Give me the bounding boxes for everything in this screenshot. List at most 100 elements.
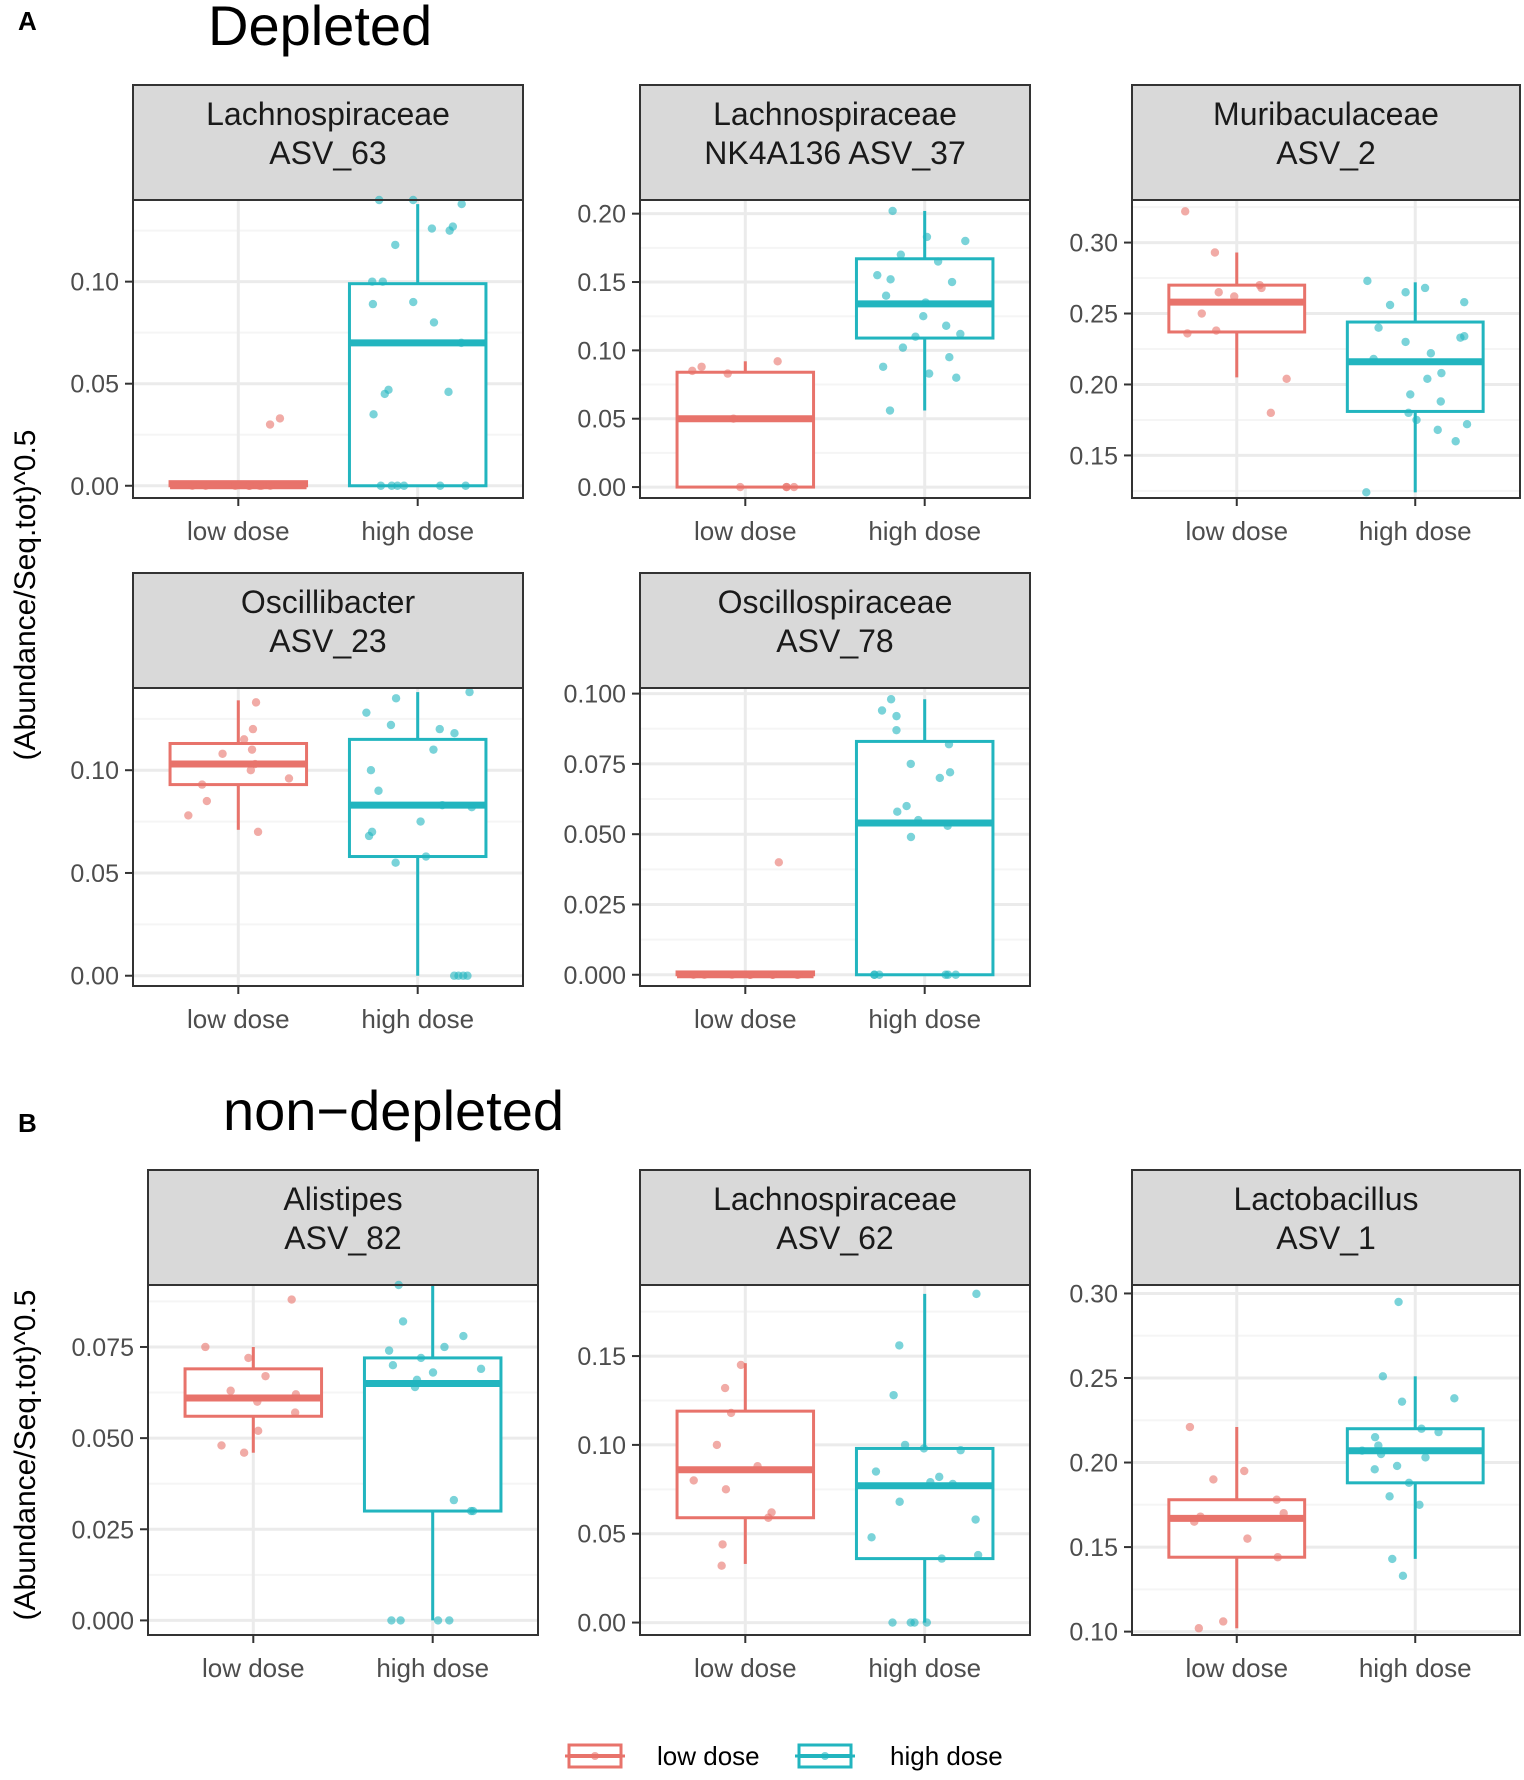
- data-point-high-dose: [1392, 1461, 1402, 1471]
- facet-strip-title-line: ASV_78: [776, 623, 893, 659]
- box-high-dose: [854, 1289, 995, 1627]
- data-point-high-dose: [368, 277, 377, 286]
- data-point-low-dose: [239, 735, 249, 744]
- box-iqr: [854, 739, 995, 977]
- data-point-high-dose: [895, 1497, 904, 1506]
- data-point-high-dose: [421, 852, 431, 861]
- data-point-low-dose: [246, 766, 256, 775]
- y-tick-label: 0.05: [70, 371, 119, 399]
- data-point-high-dose: [461, 481, 470, 490]
- data-point-high-dose: [465, 687, 474, 697]
- data-point-low-dose: [688, 366, 697, 376]
- data-point-high-dose: [972, 1289, 981, 1299]
- data-point-high-dose: [393, 481, 402, 490]
- data-point-low-dose: [266, 481, 275, 490]
- section-a-header: A Depleted (Abundance/Seq.tot)^0.5: [9, 0, 432, 760]
- y-tick-label: 0.075: [563, 751, 626, 779]
- data-point-high-dose: [398, 1317, 408, 1326]
- data-point-high-dose: [973, 1550, 983, 1560]
- data-point-high-dose: [948, 1479, 957, 1489]
- y-tick-label: 0.20: [577, 201, 626, 229]
- data-point-low-dose: [1240, 1466, 1249, 1476]
- box-high-dose: [854, 695, 995, 979]
- data-point-low-dose: [1214, 288, 1223, 297]
- y-tick-label: 0.050: [563, 821, 626, 849]
- data-point-low-dose: [226, 1386, 235, 1395]
- legend-key-point: [821, 1752, 829, 1760]
- x-tick-label: low dose: [1185, 1653, 1288, 1683]
- y-tick-label: 0.20: [1069, 1450, 1118, 1478]
- data-point-high-dose: [935, 773, 945, 783]
- plot-border: [639, 687, 1031, 987]
- y-tick-label: 0.25: [1069, 1365, 1118, 1393]
- data-point-high-dose: [943, 821, 952, 830]
- panel-letter-b: B: [18, 1108, 37, 1138]
- data-point-high-dose: [387, 1616, 396, 1625]
- data-point-high-dose: [409, 297, 418, 307]
- data-point-low-dose: [1212, 326, 1221, 335]
- data-point-high-dose: [941, 321, 951, 330]
- facet-strip-title-line: Lachnospiraceae: [713, 1181, 957, 1217]
- data-point-high-dose: [416, 1353, 426, 1363]
- data-point-high-dose: [1398, 1571, 1408, 1581]
- data-point-low-dose: [1282, 374, 1291, 383]
- data-point-high-dose: [1451, 437, 1460, 446]
- data-point-low-dose: [201, 481, 210, 490]
- data-point-low-dose: [718, 1540, 727, 1549]
- data-point-high-dose: [935, 1472, 944, 1482]
- data-point-high-dose: [367, 827, 377, 837]
- data-point-low-dose: [689, 1476, 698, 1485]
- data-point-high-dose: [919, 311, 928, 321]
- box-iqr: [675, 1409, 816, 1520]
- y-tick-label: 0.25: [1069, 301, 1118, 329]
- data-point-high-dose: [914, 815, 923, 825]
- data-point-high-dose: [1406, 390, 1415, 399]
- data-point-low-dose: [697, 362, 706, 371]
- box-low-dose: [168, 414, 309, 490]
- data-point-low-dose: [721, 1485, 731, 1494]
- box-high-dose: [362, 1280, 503, 1625]
- data-point-low-dose: [253, 827, 263, 837]
- data-point-high-dose: [1362, 488, 1371, 497]
- box-high-dose: [854, 206, 995, 415]
- data-point-high-dose: [384, 1346, 394, 1355]
- data-point-low-dose: [284, 774, 294, 783]
- data-point-low-dose: [184, 811, 193, 820]
- data-point-high-dose: [1370, 1465, 1379, 1474]
- x-tick-label: low dose: [1185, 516, 1288, 546]
- data-point-high-dose: [428, 1368, 438, 1377]
- x-tick-label: high dose: [868, 1004, 981, 1034]
- y-tick-label: 0.15: [1069, 442, 1118, 470]
- data-point-high-dose: [1394, 1297, 1403, 1307]
- x-tick-label: high dose: [361, 1004, 474, 1034]
- legend-key-low-dose: [565, 1743, 625, 1769]
- data-point-high-dose: [391, 240, 400, 250]
- facet-strip-title-line: Lactobacillus: [1234, 1181, 1419, 1217]
- data-point-low-dose: [729, 414, 738, 423]
- data-point-high-dose: [457, 199, 466, 209]
- plot-border: [147, 1284, 539, 1636]
- data-point-high-dose: [384, 385, 393, 395]
- box-low-dose: [183, 1295, 324, 1457]
- data-point-high-dose: [924, 369, 934, 378]
- data-point-high-dose: [945, 768, 955, 777]
- data-point-high-dose: [449, 971, 459, 980]
- data-point-high-dose: [922, 1618, 932, 1627]
- data-point-high-dose: [1369, 354, 1378, 364]
- y-tick-label: 0.000: [563, 962, 626, 990]
- box-iqr: [347, 737, 488, 859]
- data-point-low-dose: [1183, 329, 1192, 338]
- data-point-low-dose: [1196, 1512, 1205, 1521]
- data-point-low-dose: [253, 1426, 263, 1436]
- y-tick-label: 0.05: [70, 860, 119, 888]
- data-point-high-dose: [388, 1361, 398, 1370]
- data-point-high-dose: [873, 270, 882, 280]
- data-point-low-dose: [250, 759, 260, 769]
- data-point-high-dose: [926, 1478, 935, 1487]
- y-tick-label: 0.30: [1069, 1280, 1118, 1308]
- y-tick-label: 0.15: [577, 1343, 626, 1371]
- box-high-dose: [347, 687, 488, 980]
- box-low-dose: [1167, 1422, 1307, 1633]
